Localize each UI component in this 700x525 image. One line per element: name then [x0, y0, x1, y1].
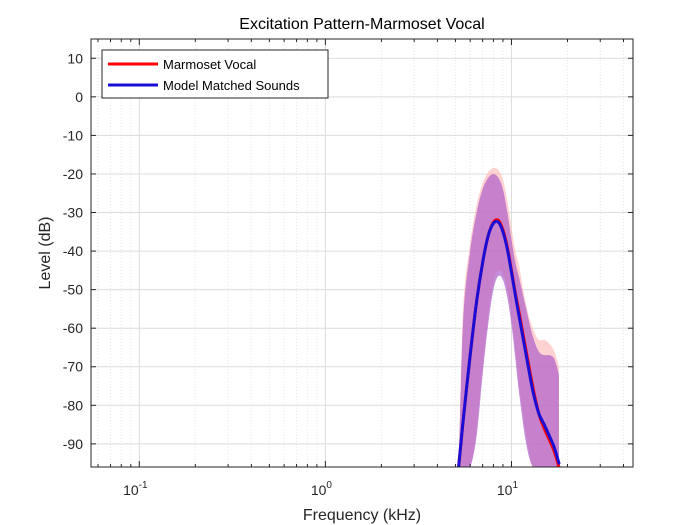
- y-tick-label: -30: [63, 205, 83, 221]
- plot-area-frame: [90, 38, 634, 468]
- x-tick-labels: 10-1 100 101: [123, 480, 518, 498]
- y-tick-label: -70: [63, 359, 83, 375]
- y-tick-label: 10: [67, 50, 83, 66]
- x-axis-label: Frequency (kHz): [303, 507, 421, 524]
- y-tick-label: -40: [63, 243, 83, 259]
- legend-box: [101, 49, 329, 99]
- y-axis-label: Level (dB): [37, 217, 54, 290]
- y-tick-label: -50: [63, 282, 83, 298]
- x-tick-label: 101: [497, 480, 519, 498]
- chart-title: Excitation Pattern-Marmoset Vocal: [239, 16, 484, 33]
- legend: Marmoset Vocal Model Matched Sounds: [101, 49, 329, 99]
- x-tick-label: 10-1: [123, 480, 148, 498]
- series-lines: [457, 218, 561, 467]
- y-tick-label: -80: [63, 397, 83, 413]
- y-tick-label: -60: [63, 320, 83, 336]
- series-line-model-matched-sounds: [457, 219, 561, 467]
- x-tick-label: 100: [311, 480, 333, 498]
- y-tick-label: 0: [75, 89, 83, 105]
- axis-ticks: [91, 39, 633, 467]
- legend-label: Marmoset Vocal: [163, 57, 256, 72]
- y-tick-label: -90: [63, 436, 83, 452]
- legend-label: Model Matched Sounds: [163, 78, 300, 93]
- y-tick-labels: 10 0 -10 -20 -30 -40 -50 -60 -70 -80 -90: [63, 50, 83, 452]
- y-tick-label: -10: [63, 127, 83, 143]
- y-tick-label: -20: [63, 166, 83, 182]
